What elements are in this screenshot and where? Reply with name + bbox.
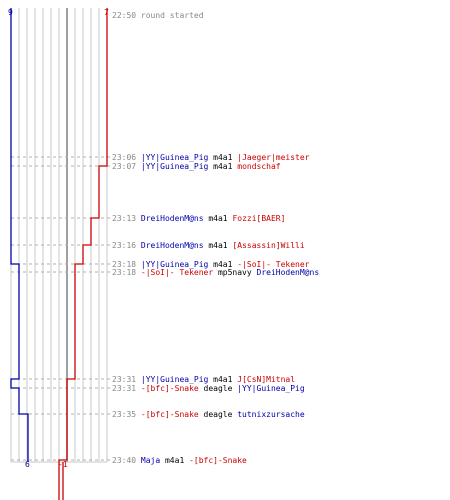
event-row: 23:16 DreiHodenM@ns m4a1 [Assassin]Willi bbox=[112, 241, 305, 250]
event-player: |YY|Guinea_Pig bbox=[141, 375, 209, 384]
event-time: 23:18 bbox=[112, 268, 141, 277]
event-player: |YY|Guinea_Pig bbox=[141, 260, 209, 269]
event-time: 23:31 bbox=[112, 375, 141, 384]
blue-start-score: 9 bbox=[8, 8, 13, 17]
event-time: 23:18 bbox=[112, 260, 141, 269]
event-player: Fozzi[BAER] bbox=[232, 214, 285, 223]
event-player: |YY|Guinea_Pig bbox=[141, 153, 209, 162]
event-weapon: mp5navy bbox=[213, 268, 256, 277]
event-row: 23:31 |YY|Guinea_Pig m4a1 J[CsN]Mitnal bbox=[112, 375, 295, 384]
event-time: 23:07 bbox=[112, 162, 141, 171]
event-player: [Assassin]Willi bbox=[232, 241, 304, 250]
event-time: 23:06 bbox=[112, 153, 141, 162]
event-weapon: m4a1 bbox=[204, 241, 233, 250]
event-time: 23:13 bbox=[112, 214, 141, 223]
event-row: 23:18 |YY|Guinea_Pig m4a1 -|SoI|- Tekene… bbox=[112, 260, 310, 269]
event-time: 23:35 bbox=[112, 410, 141, 419]
red-start-score: 7 bbox=[104, 8, 109, 17]
event-weapon: deagle bbox=[199, 410, 238, 419]
grid-lines bbox=[10, 8, 108, 463]
event-player: J[CsN]Mitnal bbox=[237, 375, 295, 384]
event-weapon: deagle bbox=[199, 384, 238, 393]
event-player: -[bfc]-Snake bbox=[189, 456, 247, 465]
event-row: 23:13 DreiHodenM@ns m4a1 Fozzi[BAER] bbox=[112, 214, 285, 223]
event-message: round started bbox=[141, 11, 204, 20]
event-player: -[bfc]-Snake bbox=[141, 384, 199, 393]
event-row: 23:40 Maja m4a1 -[bfc]-Snake bbox=[112, 456, 247, 465]
red-team-score-line bbox=[58, 8, 108, 500]
event-weapon: m4a1 bbox=[204, 214, 233, 223]
red-end-score: -1 bbox=[58, 460, 68, 469]
event-weapon: m4a1 bbox=[208, 375, 237, 384]
event-player: -|SoI|- Tekener bbox=[237, 260, 309, 269]
event-player: DreiHodenM@ns bbox=[141, 241, 204, 250]
event-player: |YY|Guinea_Pig bbox=[141, 162, 209, 171]
event-row: 23:35 -[bfc]-Snake deagle tutnixzursache bbox=[112, 410, 305, 419]
event-player: |YY|Guinea_Pig bbox=[237, 384, 305, 393]
event-player: Maja bbox=[141, 456, 160, 465]
event-time: 22:50 bbox=[112, 11, 141, 20]
event-row: 23:06 |YY|Guinea_Pig m4a1 |Jaeger|meiste… bbox=[112, 153, 310, 162]
event-player: mondschaf bbox=[237, 162, 281, 171]
event-player: tutnixzursache bbox=[237, 410, 305, 419]
event-weapon: m4a1 bbox=[208, 260, 237, 269]
event-weapon: m4a1 bbox=[160, 456, 189, 465]
event-player: -|SoI|- Tekener bbox=[141, 268, 213, 277]
blue-end-score: 6 bbox=[25, 460, 30, 469]
event-row: 23:18 -|SoI|- Tekener mp5navy DreiHodenM… bbox=[112, 268, 319, 277]
event-player: DreiHodenM@ns bbox=[141, 214, 204, 223]
event-guide-lines bbox=[11, 156, 110, 500]
event-player: |Jaeger|meister bbox=[237, 153, 309, 162]
event-player: DreiHodenM@ns bbox=[257, 268, 320, 277]
event-time: 23:31 bbox=[112, 384, 141, 393]
event-time: 23:16 bbox=[112, 241, 141, 250]
event-row: 22:50 round started bbox=[112, 11, 204, 20]
event-weapon: m4a1 bbox=[208, 153, 237, 162]
event-player: -[bfc]-Snake bbox=[141, 410, 199, 419]
event-row: 23:31 -[bfc]-Snake deagle |YY|Guinea_Pig bbox=[112, 384, 305, 393]
event-weapon: m4a1 bbox=[208, 162, 237, 171]
event-log: 22:50 round started 23:06 |YY|Guinea_Pig … bbox=[112, 11, 319, 465]
event-time: 23:40 bbox=[112, 456, 141, 465]
event-row: 23:07 |YY|Guinea_Pig m4a1 mondschaf bbox=[112, 162, 281, 171]
blue-team-score-line bbox=[10, 8, 29, 462]
